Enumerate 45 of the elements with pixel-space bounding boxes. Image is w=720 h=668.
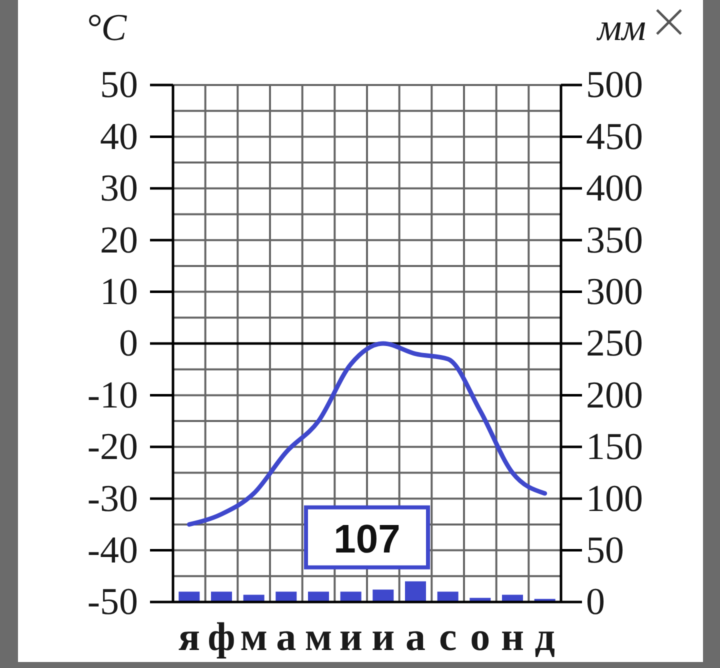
- y2-tick-label: 200: [586, 374, 643, 416]
- x-tick-label: с: [438, 614, 457, 659]
- y-tick-label: -10: [87, 374, 138, 416]
- y-tick-label: 30: [100, 168, 138, 210]
- bar: [210, 592, 232, 602]
- y2-tick-label: 150: [586, 426, 643, 468]
- x-tick-label: и: [372, 614, 395, 659]
- x-tick-label: о: [470, 614, 490, 659]
- bar: [404, 581, 426, 602]
- y-tick-label: -20: [87, 426, 138, 468]
- x-tick-label: м: [240, 614, 268, 659]
- x-tick-label: а: [276, 614, 296, 659]
- x-tick-label: н: [500, 614, 524, 659]
- y2-tick-label: 300: [586, 270, 643, 313]
- annotation: 107: [334, 517, 400, 562]
- y-tick-label: 50: [100, 64, 138, 106]
- y-tick-label: 40: [100, 116, 138, 158]
- x-tick-label: я: [178, 614, 200, 659]
- y2-tick-label: 100: [586, 478, 643, 520]
- y-tick-label: -30: [87, 478, 138, 520]
- y2-axis-title: мм: [595, 7, 646, 49]
- y-tick-label: 10: [100, 270, 138, 313]
- bar: [437, 592, 458, 602]
- x-tick-label: а: [406, 614, 426, 659]
- y-tick-label: -40: [87, 529, 138, 572]
- x-tick-label: ф: [208, 614, 236, 659]
- bar: [308, 592, 330, 602]
- y2-tick-label: 350: [586, 219, 643, 262]
- y2-tick-label: 250: [586, 322, 643, 365]
- y2-tick-label: 500: [586, 64, 643, 106]
- bar: [340, 592, 362, 602]
- y2-tick-label: 0: [586, 581, 605, 624]
- y-tick-label: 0: [119, 322, 138, 365]
- y-tick-label: -50: [87, 581, 138, 624]
- x-tick-label: и: [339, 614, 362, 659]
- x-tick-label: д: [534, 614, 555, 659]
- bar: [372, 590, 394, 602]
- x-tick-label: м: [304, 614, 332, 659]
- y-tick-label: 20: [100, 219, 138, 262]
- y2-tick-label: 450: [586, 116, 643, 158]
- y-axis-title: °C: [86, 7, 128, 49]
- bar: [276, 592, 297, 602]
- bar: [178, 592, 200, 602]
- y2-tick-label: 50: [586, 529, 624, 572]
- y2-tick-label: 400: [586, 168, 643, 210]
